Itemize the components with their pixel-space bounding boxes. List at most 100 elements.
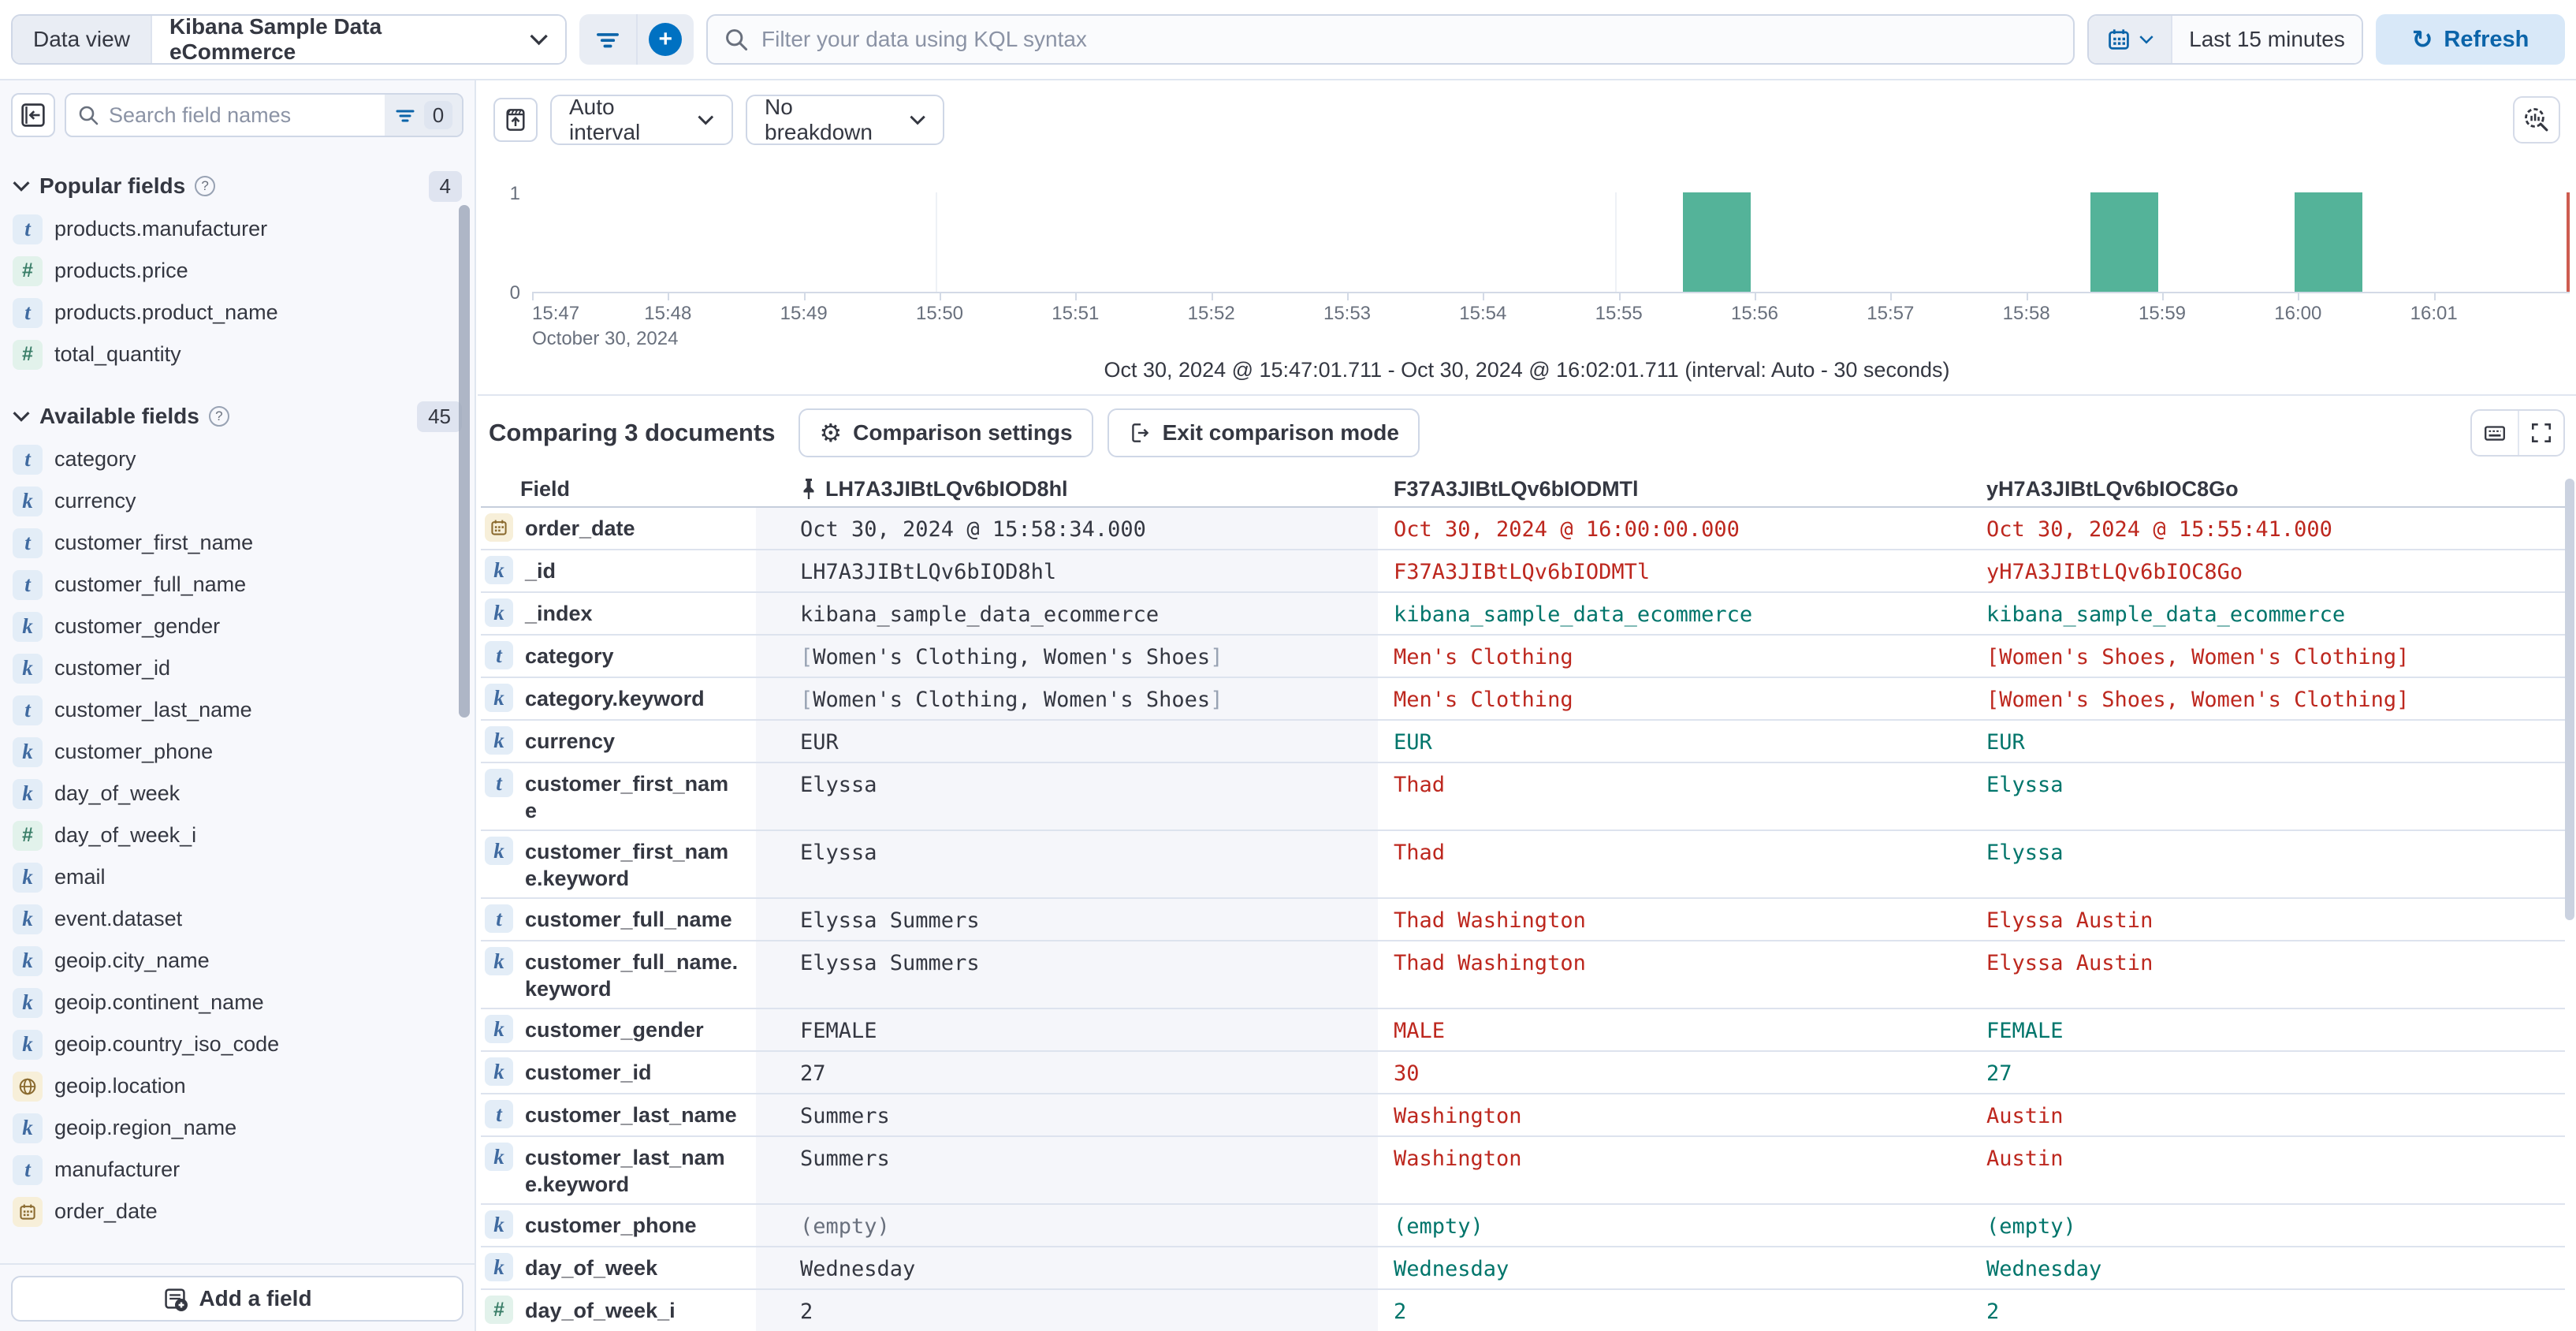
row-field-cell[interactable]: # day_of_week_i [481,1290,756,1331]
field-list-item[interactable]: # products.price [0,250,475,292]
field-list-item[interactable]: t customer_full_name [0,564,475,606]
row-field-cell[interactable]: k category.keyword [481,678,756,719]
row-value-cell[interactable]: Elyssa [756,831,1378,897]
grid-header-doc[interactable]: F37A3JIBtLQv6bIODMTl [1378,477,1971,501]
row-value-cell[interactable]: Elyssa Austin [1986,951,2153,975]
field-list-item[interactable]: t products.product_name [0,292,475,334]
row-value-cell[interactable]: Washington [1394,1104,1522,1128]
collapse-sidebar-button[interactable] [11,93,55,137]
available-fields-header[interactable]: Available fields ? 45 [0,394,475,438]
row-value-cell[interactable]: 27 [1986,1061,2012,1086]
field-list-item[interactable]: t category [0,438,475,480]
row-field-cell[interactable]: k customer_first_name.keyword [481,831,756,897]
row-value-cell[interactable]: Thad Washington [1394,951,1586,975]
row-field-cell[interactable]: t customer_full_name [481,899,756,940]
row-field-cell[interactable]: t customer_last_name [481,1094,756,1135]
row-value-cell[interactable]: yH7A3JIBtLQv6bIOC8Go [1986,560,2243,584]
row-value-cell[interactable]: Thad [1394,773,1446,797]
edit-visualization-button[interactable] [2513,96,2560,144]
field-list-item[interactable]: geoip.location [0,1065,475,1107]
row-field-cell[interactable]: order_date [481,508,756,549]
data-view-picker[interactable]: Data view Kibana Sample Data eCommerce [11,14,567,65]
field-list-item[interactable]: order_date [0,1191,475,1232]
row-value-cell[interactable]: Washington [1394,1146,1522,1171]
popular-fields-header[interactable]: Popular fields ? 4 [0,164,475,208]
row-value-cell[interactable]: EUR [1394,730,1432,755]
row-value-cell[interactable]: Elyssa [1986,773,2064,797]
row-value-cell[interactable]: Thad [1394,841,1446,865]
row-value-cell[interactable]: Elyssa Austin [1986,908,2153,933]
row-field-cell[interactable]: k customer_gender [481,1009,756,1050]
row-value-cell[interactable]: F37A3JIBtLQv6bIODMTl [1394,560,1651,584]
add-field-button[interactable]: Add a field [11,1276,463,1322]
field-list-item[interactable]: k customer_id [0,647,475,689]
row-value-cell[interactable]: Oct 30, 2024 @ 15:55:41.000 [1986,517,2332,542]
grid-header-doc[interactable]: yH7A3JIBtLQv6bIOC8Go [1971,477,2563,501]
row-value-cell[interactable]: Wednesday [1986,1257,2102,1281]
kql-search-bar[interactable] [706,14,2075,65]
data-view-value-button[interactable]: Kibana Sample Data eCommerce [151,16,565,63]
row-field-cell[interactable]: k customer_id [481,1052,756,1093]
field-list-item[interactable]: k geoip.continent_name [0,982,475,1023]
row-value-cell[interactable]: Men's Clothing [1394,645,1573,669]
field-list-item[interactable]: k event.dataset [0,898,475,940]
row-field-cell[interactable]: k currency [481,721,756,762]
refresh-button[interactable]: ↻ Refresh [2376,14,2565,65]
row-value-cell[interactable]: Summers [756,1094,1378,1135]
row-field-cell[interactable]: k day_of_week [481,1247,756,1288]
breakdown-select[interactable]: No breakdown [746,95,944,145]
comparison-settings-button[interactable]: ⚙ Comparison settings [798,408,1093,457]
display-options-button[interactable] [2472,411,2518,455]
histogram-bar[interactable] [2090,192,2159,292]
row-value-cell[interactable]: (empty) [1394,1214,1483,1239]
row-value-cell[interactable]: 2 [1986,1299,2000,1324]
grid-header-doc[interactable]: LH7A3JIBtLQv6bIOD8hl [756,477,1378,501]
row-value-cell[interactable]: kibana_sample_data_ecommerce [1986,602,2346,627]
row-value-cell[interactable]: Elyssa Summers [756,941,1378,1008]
row-value-cell[interactable]: Wednesday [1394,1257,1509,1281]
row-field-cell[interactable]: t category [481,636,756,677]
row-value-cell[interactable]: Men's Clothing [1394,688,1573,712]
row-value-cell[interactable]: 2 [1394,1299,1407,1324]
fullscreen-button[interactable] [2518,411,2563,455]
histogram-bar[interactable] [2294,192,2362,292]
histogram-bar[interactable] [1683,192,1751,292]
field-filter-button[interactable]: 0 [385,95,462,136]
field-list-item[interactable]: k customer_gender [0,606,475,647]
row-value-cell[interactable]: FEMALE [1986,1019,2064,1043]
field-list-item[interactable]: t products.manufacturer [0,208,475,250]
field-list-item[interactable]: k day_of_week [0,773,475,815]
histogram-plot[interactable] [532,192,2570,293]
field-search[interactable]: 0 [65,93,463,137]
time-range-value[interactable]: Last 15 minutes [2172,16,2362,63]
interval-select[interactable]: Auto interval [550,95,733,145]
row-value-cell[interactable]: Wednesday [756,1247,1378,1288]
field-list-item[interactable]: # day_of_week_i [0,815,475,856]
row-value-cell[interactable]: Oct 30, 2024 @ 16:00:00.000 [1394,517,1740,542]
field-list-item[interactable]: t customer_first_name [0,522,475,564]
row-value-cell[interactable]: LH7A3JIBtLQv6bIOD8hl [756,550,1378,591]
row-value-cell[interactable]: (empty) [756,1205,1378,1246]
sidebar-scrollbar[interactable] [459,205,470,718]
row-value-cell[interactable]: Summers [756,1137,1378,1203]
field-list-item[interactable]: k geoip.country_iso_code [0,1023,475,1065]
row-value-cell[interactable]: EUR [756,721,1378,762]
row-field-cell[interactable]: k _index [481,593,756,634]
row-value-cell[interactable]: Elyssa [1986,841,2064,865]
hide-chart-button[interactable] [493,98,538,142]
field-list-item[interactable]: k geoip.city_name [0,940,475,982]
row-value-cell[interactable]: 2 [756,1290,1378,1331]
field-list-item[interactable]: k customer_phone [0,731,475,773]
row-field-cell[interactable]: k customer_full_name.keyword [481,941,756,1008]
row-value-cell[interactable]: kibana_sample_data_ecommerce [1394,602,1753,627]
field-list-item[interactable]: t customer_last_name [0,689,475,731]
field-list-item[interactable]: k currency [0,480,475,522]
grid-scrollbar[interactable] [2565,479,2574,920]
exit-comparison-button[interactable]: Exit comparison mode [1107,408,1420,457]
filter-button[interactable] [579,14,636,65]
row-value-cell[interactable]: 27 [756,1052,1378,1093]
row-value-cell[interactable]: 30 [1394,1061,1420,1086]
row-field-cell[interactable]: t customer_first_name [481,763,756,830]
row-field-cell[interactable]: k _id [481,550,756,591]
field-search-input[interactable] [109,103,385,128]
